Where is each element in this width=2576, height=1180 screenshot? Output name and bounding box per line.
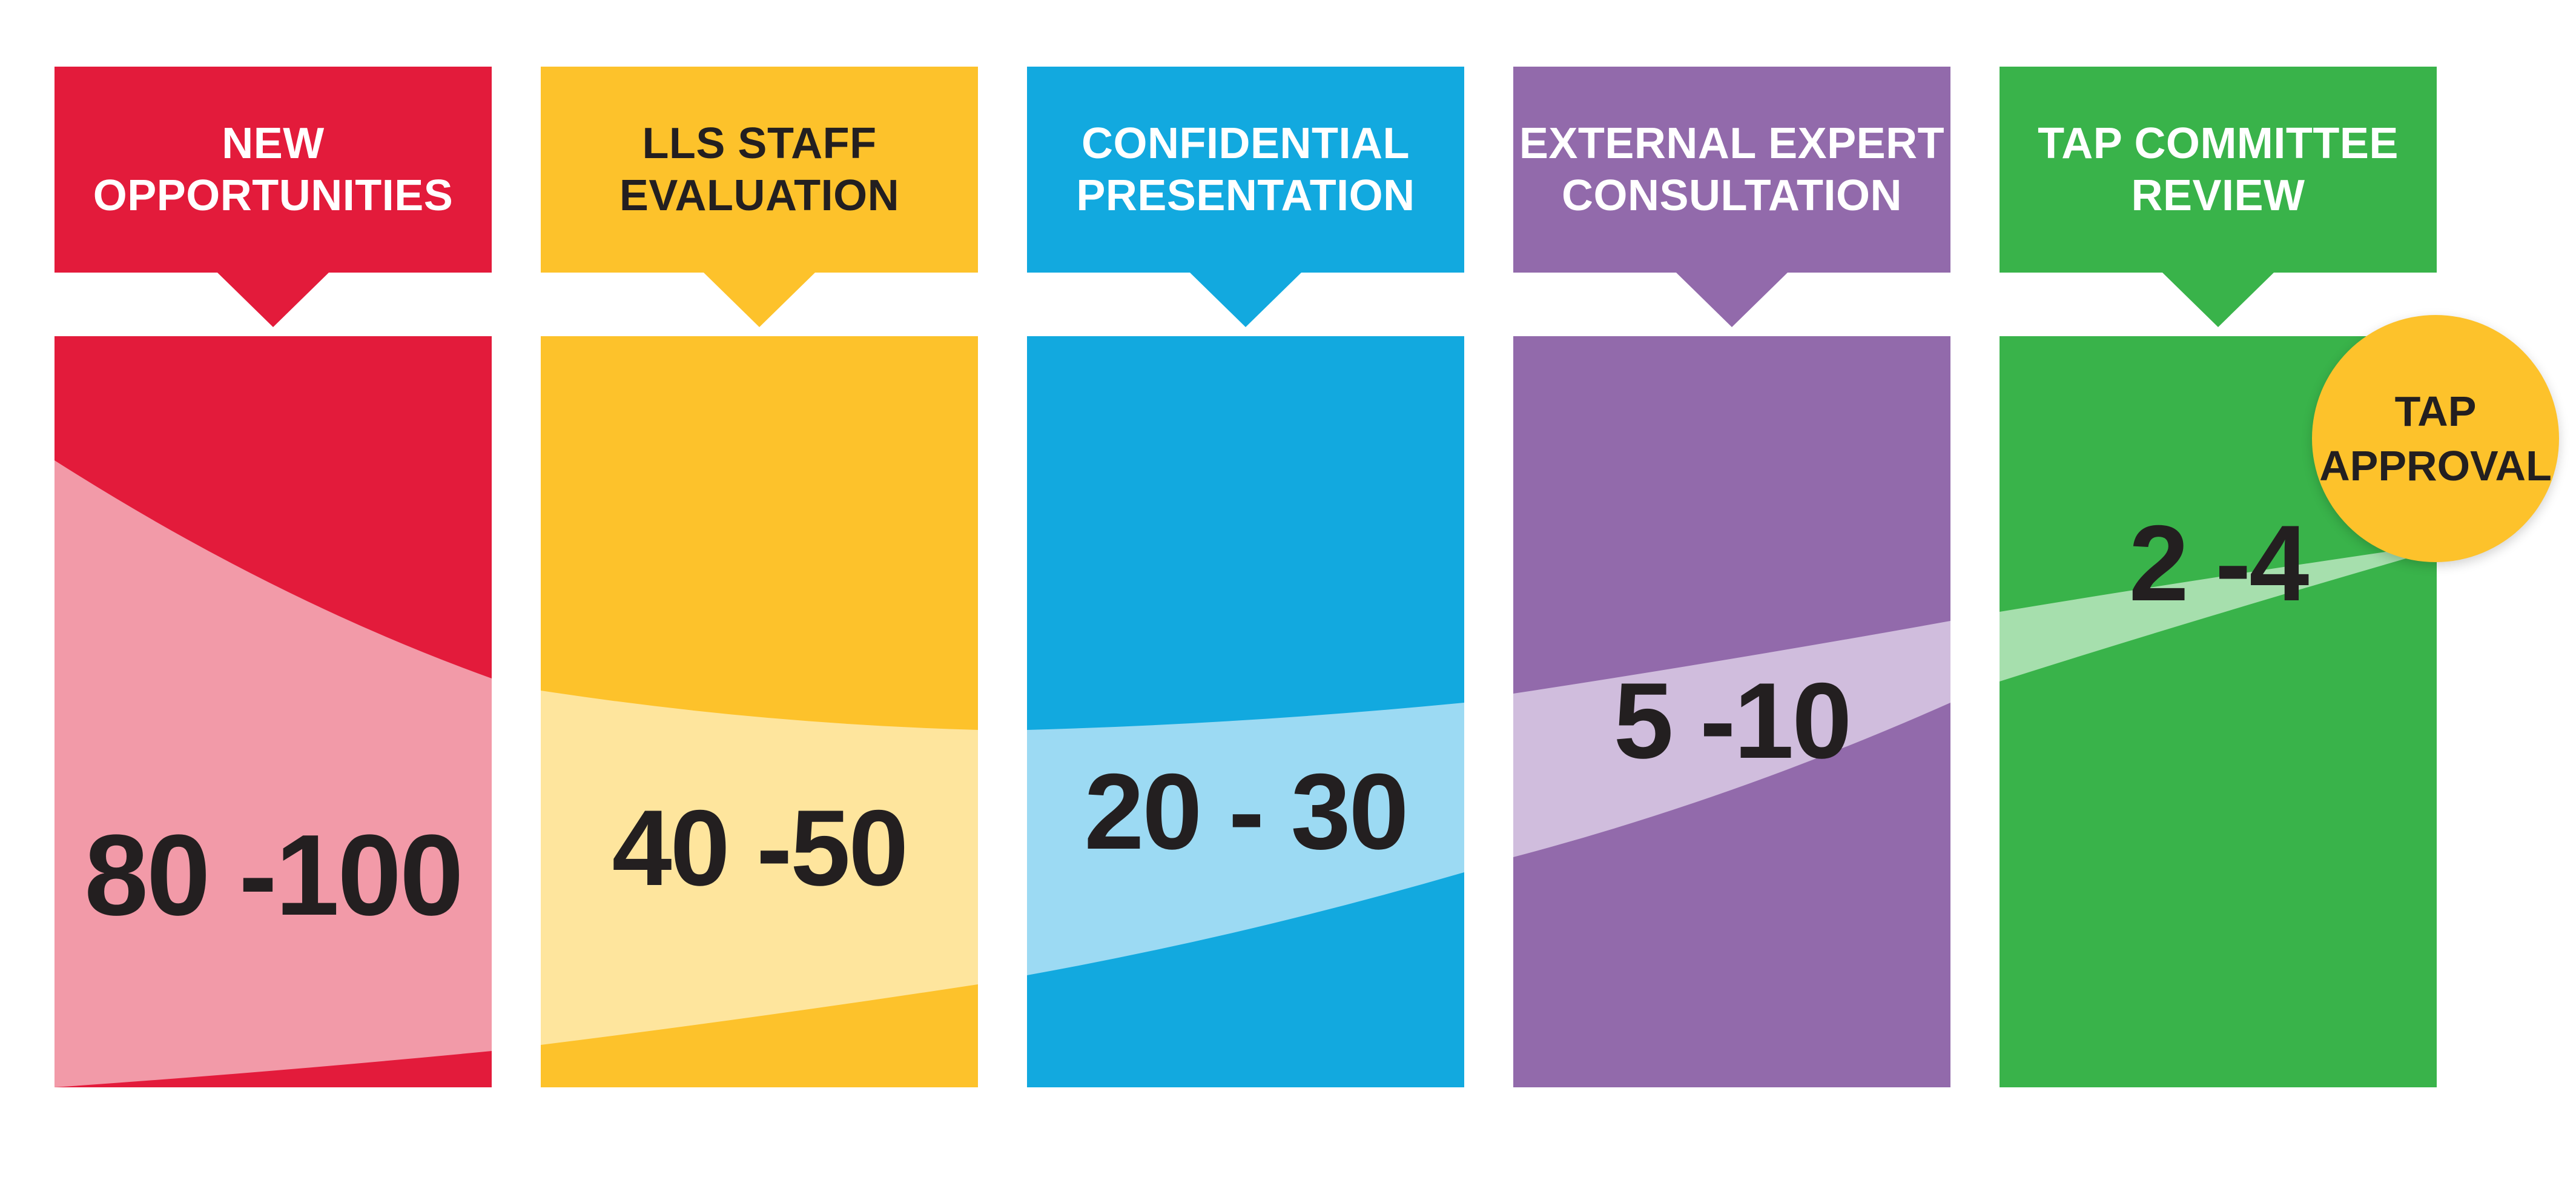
stage-range-tap-committee-review: 2 -4 xyxy=(2129,503,2310,623)
stage-title-line: NEW xyxy=(222,119,325,168)
stage-range-external-expert-consultation: 5 -10 xyxy=(1613,660,1852,781)
stage-range-confidential-presentation: 20 - 30 xyxy=(1084,751,1409,872)
stage-title-line: PRESENTATION xyxy=(1076,171,1415,220)
stage-title-line: CONFIDENTIAL xyxy=(1082,119,1410,168)
approval-line: APPROVAL xyxy=(2319,442,2552,489)
stage-flow-band xyxy=(1513,621,1950,857)
stage-flow-band xyxy=(54,460,492,1087)
stage-title-line: EVALUATION xyxy=(619,171,900,220)
stage-title-line: REVIEW xyxy=(2131,171,2305,220)
stage-flow-band xyxy=(541,691,978,1045)
stage-title-tap-committee-review: TAP COMMITTEE REVIEW xyxy=(2000,67,2437,273)
stage-header-box xyxy=(1027,67,1464,327)
stage-title-line: LLS STAFF xyxy=(642,119,877,168)
stage-flow-band xyxy=(2000,527,2515,681)
stage-title-confidential-presentation: CONFIDENTIAL PRESENTATION xyxy=(1027,67,1464,273)
stage-header-box xyxy=(2000,67,2437,327)
stage-title-external-expert-consultation: EXTERNAL EXPERT CONSULTATION xyxy=(1513,67,1950,273)
stage-title-line: EXTERNAL EXPERT xyxy=(1519,119,1945,168)
stage-header-box xyxy=(541,67,978,327)
approval-line: TAP xyxy=(2394,388,2477,435)
stage-columns xyxy=(54,67,2515,1087)
stage-title-line: TAP COMMITTEE xyxy=(2038,119,2399,168)
stage-title-new-opportunities: NEW OPPORTUNITIES xyxy=(54,67,492,273)
stage-title-line: OPPORTUNITIES xyxy=(93,171,454,220)
stage-range-new-opportunities: 80 -100 xyxy=(84,811,463,940)
stage-header-box xyxy=(1513,67,1950,327)
stage-title-line: CONSULTATION xyxy=(1562,171,1902,220)
tap-approval-badge: TAP APPROVAL xyxy=(2312,315,2559,562)
stage-flow-band xyxy=(1027,703,1464,975)
stage-range-lls-staff-evaluation: 40 -50 xyxy=(612,787,909,908)
stage-header-box xyxy=(54,67,492,327)
stage-title-lls-staff-evaluation: LLS STAFF EVALUATION xyxy=(541,67,978,273)
